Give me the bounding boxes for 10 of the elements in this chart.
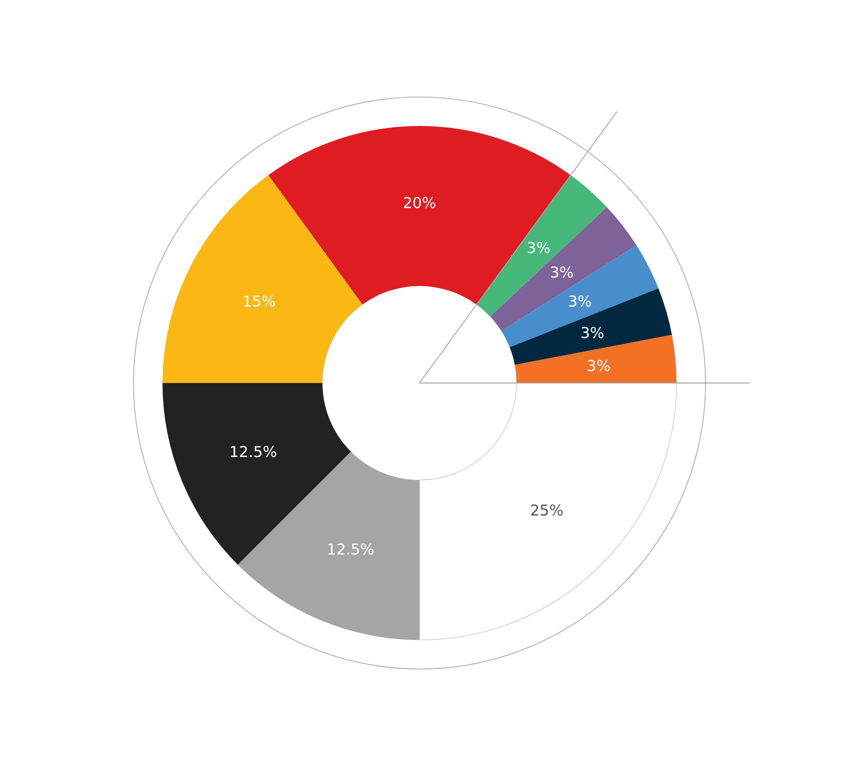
data-label: 25% <box>530 501 564 520</box>
data-label: 3% <box>586 357 611 376</box>
data-label: 3% <box>550 264 574 282</box>
data-label: 12.5% <box>229 442 278 461</box>
data-label: 20% <box>402 194 436 212</box>
data-label: 12.5% <box>326 540 374 558</box>
data-label: 15% <box>242 292 276 310</box>
data-label: 3% <box>568 292 592 310</box>
data-label: 3% <box>526 238 550 257</box>
data-label: 3% <box>580 324 604 342</box>
